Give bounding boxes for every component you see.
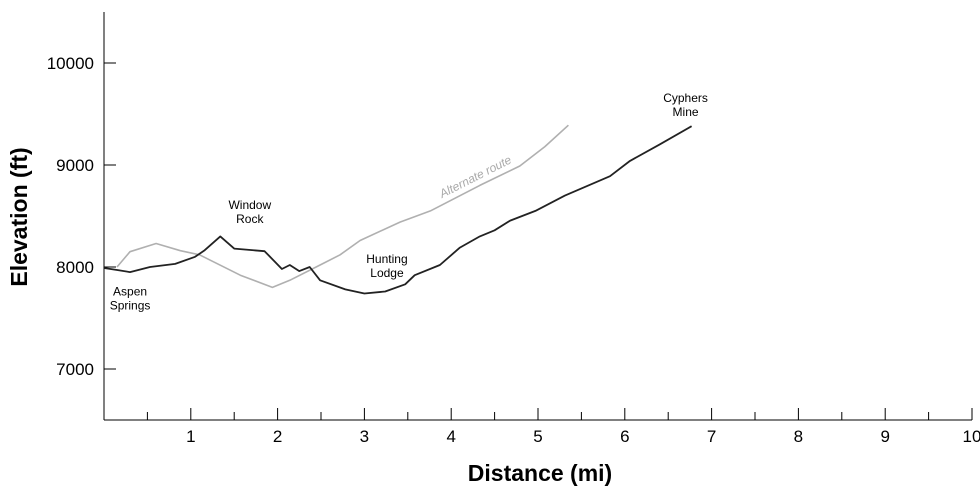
y-tick-label: 10000 [47, 54, 94, 73]
annotation-label: Cyphers Mine [663, 91, 708, 119]
annotation-line: Rock [236, 212, 264, 226]
annotation-label: Window Rock [228, 198, 271, 226]
x-tick-label: 3 [360, 427, 369, 446]
y-tick-label: 8000 [56, 258, 94, 277]
annotation-line: Mine [673, 105, 699, 119]
annotations: Aspen Springs Window Rock Hunting Lodge Cypher… [110, 91, 708, 313]
annotation-line: Hunting [366, 252, 407, 266]
alternate-route-label: Alternate route [436, 152, 514, 201]
axes: 1 2 3 4 5 6 7 8 9 10 7000 8000 9000 10000 [47, 12, 980, 446]
annotation-line: Springs [110, 299, 151, 313]
x-tick-label: 5 [533, 427, 542, 446]
x-tick-label: 6 [620, 427, 629, 446]
x-tick-label: 10 [963, 427, 980, 446]
annotation-line: Aspen [113, 285, 147, 299]
x-tick-label: 7 [707, 427, 716, 446]
annotation-line: Cyphers [663, 91, 708, 105]
series-line-main-route [103, 125, 693, 295]
series-lines [103, 124, 693, 295]
x-tick-label: 1 [186, 427, 195, 446]
annotation-line: Lodge [370, 266, 404, 280]
y-tick-label: 9000 [56, 156, 94, 175]
series-line-alternate-route [116, 124, 569, 289]
x-tick-label: 2 [273, 427, 282, 446]
annotation-label: Hunting Lodge [366, 252, 407, 280]
x-tick-label: 8 [794, 427, 803, 446]
x-tick-label: 9 [880, 427, 889, 446]
annotation-line: Window [228, 198, 271, 212]
y-axis-label: Elevation (ft) [6, 147, 32, 286]
y-tick-label: 7000 [56, 360, 94, 379]
x-tick-label: 4 [446, 427, 455, 446]
annotation-label: Aspen Springs [110, 285, 151, 313]
x-axis-label: Distance (mi) [468, 460, 612, 486]
